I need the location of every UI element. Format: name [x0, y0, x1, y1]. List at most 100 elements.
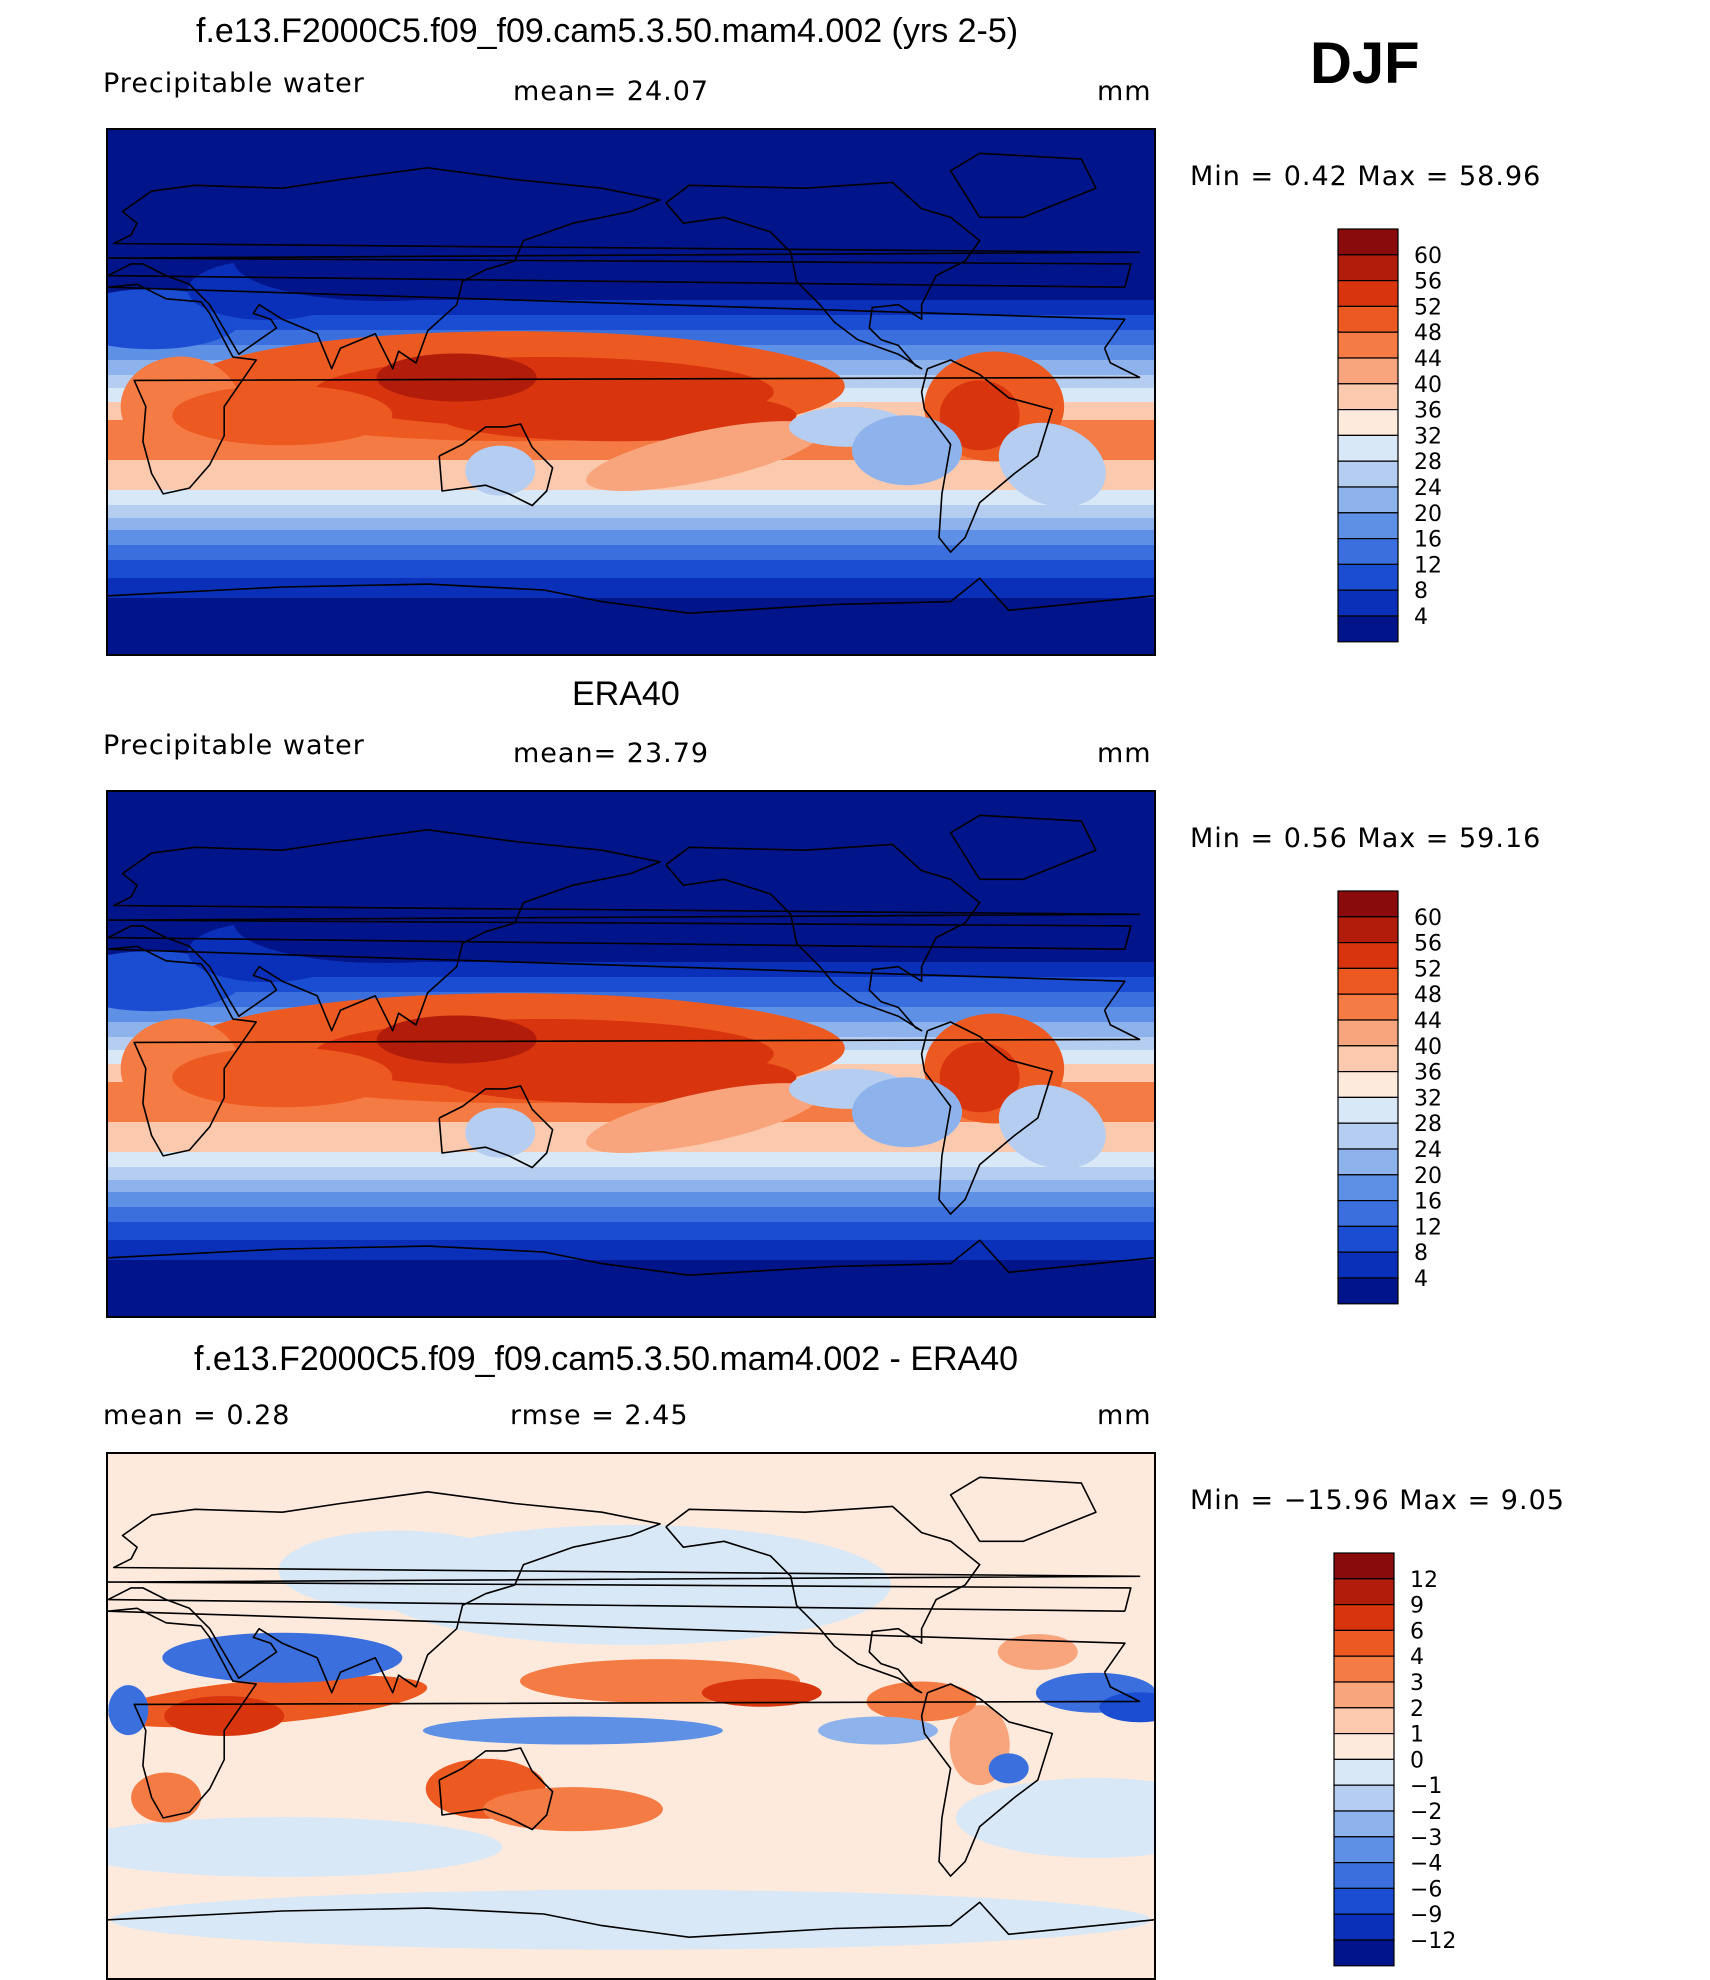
- colorbar-swatch: [1337, 434, 1399, 462]
- colorbar-swatch: [1337, 279, 1399, 307]
- colorbar-swatch: [1337, 589, 1399, 617]
- season-label: DJF: [1310, 31, 1420, 96]
- panel-diff-title: f.e13.F2000C5.f09_f09.cam5.3.50.mam4.002…: [194, 1340, 1019, 1378]
- colorbar-swatch: [1337, 1148, 1399, 1176]
- colorbar-swatch: [1337, 357, 1399, 385]
- colorbar-tick-label: 4: [1414, 1267, 1428, 1292]
- panel-model-min-max: Min = 0.42 Max = 58.96: [1190, 161, 1542, 192]
- colorbar-swatch: [1337, 1019, 1399, 1047]
- colorbar-tick-label: 48: [1414, 321, 1442, 346]
- colorbar-tick-label: −12: [1410, 1929, 1456, 1954]
- colorbar-tick-label: 44: [1414, 347, 1442, 372]
- colorbar-tick-label: 40: [1414, 373, 1442, 398]
- colorbar-swatch: [1333, 1681, 1395, 1709]
- colorbar-tick-label: 12: [1414, 553, 1442, 578]
- colorbar-swatch: [1337, 486, 1399, 514]
- colorbar-swatch: [1333, 1552, 1395, 1580]
- panel-obs-map: [106, 790, 1156, 1318]
- colorbar-tick-label: 28: [1414, 450, 1442, 475]
- panel-model-mean: mean= 24.07: [513, 76, 710, 107]
- colorbar-swatch: [1337, 1174, 1399, 1202]
- colorbar-tick-label: 12: [1414, 1215, 1442, 1240]
- colorbar-swatch: [1337, 512, 1399, 540]
- colorbar-tick-label: 12: [1410, 1568, 1438, 1593]
- colorbar-swatch: [1333, 1603, 1395, 1631]
- colorbar-tick-label: 20: [1414, 502, 1442, 527]
- colorbar-swatch: [1333, 1810, 1395, 1838]
- colorbar-swatch: [1337, 383, 1399, 411]
- colorbar-tick-label: −6: [1410, 1877, 1442, 1902]
- colorbar-swatch: [1333, 1733, 1395, 1761]
- colorbar-tick-label: 32: [1414, 424, 1442, 449]
- colorbar-swatch: [1337, 331, 1399, 359]
- colorbar-tick-label: 32: [1414, 1086, 1442, 1111]
- colorbar-swatch: [1337, 890, 1399, 918]
- colorbar-swatch: [1333, 1707, 1395, 1735]
- colorbar-swatch: [1337, 916, 1399, 944]
- panel-obs-title: ERA40: [572, 675, 680, 713]
- panel-diff-mean: mean = 0.28: [103, 1400, 291, 1431]
- colorbar-tick-label: 16: [1414, 528, 1442, 553]
- panel-diff-min-max: Min = −15.96 Max = 9.05: [1190, 1485, 1565, 1516]
- panel-diff-units: mm: [1097, 1400, 1152, 1431]
- panel-diff-rmse: rmse = 2.45: [510, 1400, 689, 1431]
- panel-obs-mean: mean= 23.79: [513, 738, 710, 769]
- colorbar-swatch: [1337, 967, 1399, 995]
- colorbar-tick-label: 16: [1414, 1190, 1442, 1215]
- colorbar-tick-label: −9: [1410, 1903, 1442, 1928]
- colorbar-tick-label: −3: [1410, 1826, 1442, 1851]
- colorbar-swatch: [1337, 993, 1399, 1021]
- colorbar-tick-label: 36: [1414, 1061, 1442, 1086]
- colorbar-swatch: [1337, 409, 1399, 437]
- panel-model-colorbar: 60 56 52 48 44 40 36 32 28 24 20 16 12 8 4: [1337, 228, 1468, 645]
- panel-model-title: f.e13.F2000C5.f09_f09.cam5.3.50.mam4.002…: [196, 12, 1019, 50]
- colorbar-swatch: [1333, 1887, 1395, 1915]
- colorbar-tick-label: 48: [1414, 983, 1442, 1008]
- panel-diff-colorbar: 12 9 6 4 3 2 1 0 −1 −2 −3 −4 −6 −9 −12: [1333, 1552, 1464, 1969]
- colorbar-swatch: [1337, 1071, 1399, 1099]
- colorbar-tick-label: 52: [1414, 957, 1442, 982]
- colorbar-swatch: [1333, 1578, 1395, 1606]
- panel-model-variable-label: Precipitable water: [103, 68, 365, 99]
- colorbar-swatch: [1337, 1096, 1399, 1124]
- panel-obs-variable-label: Precipitable water: [103, 730, 365, 761]
- panel-obs-colorbar: 60 56 52 48 44 40 36 32 28 24 20 16 12 8 4: [1337, 890, 1468, 1307]
- colorbar-swatch: [1337, 1200, 1399, 1228]
- colorbar-swatch: [1337, 460, 1399, 488]
- colorbar-tick-label: 8: [1414, 579, 1428, 604]
- colorbar-tick-label: 24: [1414, 1138, 1442, 1163]
- colorbar-swatch: [1333, 1655, 1395, 1683]
- colorbar-swatch: [1337, 1045, 1399, 1073]
- colorbar-tick-label: 60: [1414, 244, 1442, 269]
- colorbar-swatch: [1337, 563, 1399, 591]
- colorbar-tick-label: 40: [1414, 1035, 1442, 1060]
- colorbar-tick-label: 60: [1414, 906, 1442, 931]
- colorbar-swatch: [1337, 1277, 1399, 1305]
- colorbar-tick-label: 9: [1410, 1594, 1424, 1619]
- panel-model-map: [106, 128, 1156, 656]
- colorbar-swatch: [1333, 1758, 1395, 1786]
- colorbar-swatch: [1333, 1836, 1395, 1864]
- colorbar-tick-label: 20: [1414, 1164, 1442, 1189]
- colorbar-tick-label: 3: [1410, 1671, 1424, 1696]
- colorbar-swatch: [1333, 1862, 1395, 1890]
- panel-obs-min-max: Min = 0.56 Max = 59.16: [1190, 823, 1542, 854]
- colorbar-swatch: [1337, 615, 1399, 643]
- colorbar-tick-label: 8: [1414, 1241, 1428, 1266]
- colorbar-tick-label: 2: [1410, 1697, 1424, 1722]
- colorbar-tick-label: 4: [1410, 1645, 1424, 1670]
- colorbar-tick-label: −4: [1410, 1852, 1442, 1877]
- colorbar-tick-label: 56: [1414, 932, 1442, 957]
- colorbar-tick-label: 56: [1414, 270, 1442, 295]
- colorbar-swatch: [1337, 941, 1399, 969]
- colorbar-swatch: [1333, 1629, 1395, 1657]
- colorbar-swatch: [1333, 1784, 1395, 1812]
- colorbar-swatch: [1337, 228, 1399, 256]
- colorbar-swatch: [1337, 254, 1399, 282]
- colorbar-swatch: [1337, 1251, 1399, 1279]
- colorbar-tick-label: 44: [1414, 1009, 1442, 1034]
- colorbar-swatch: [1333, 1939, 1395, 1967]
- colorbar-tick-label: 1: [1410, 1723, 1424, 1748]
- panel-diff-map: [106, 1452, 1156, 1980]
- colorbar-tick-label: 36: [1414, 399, 1442, 424]
